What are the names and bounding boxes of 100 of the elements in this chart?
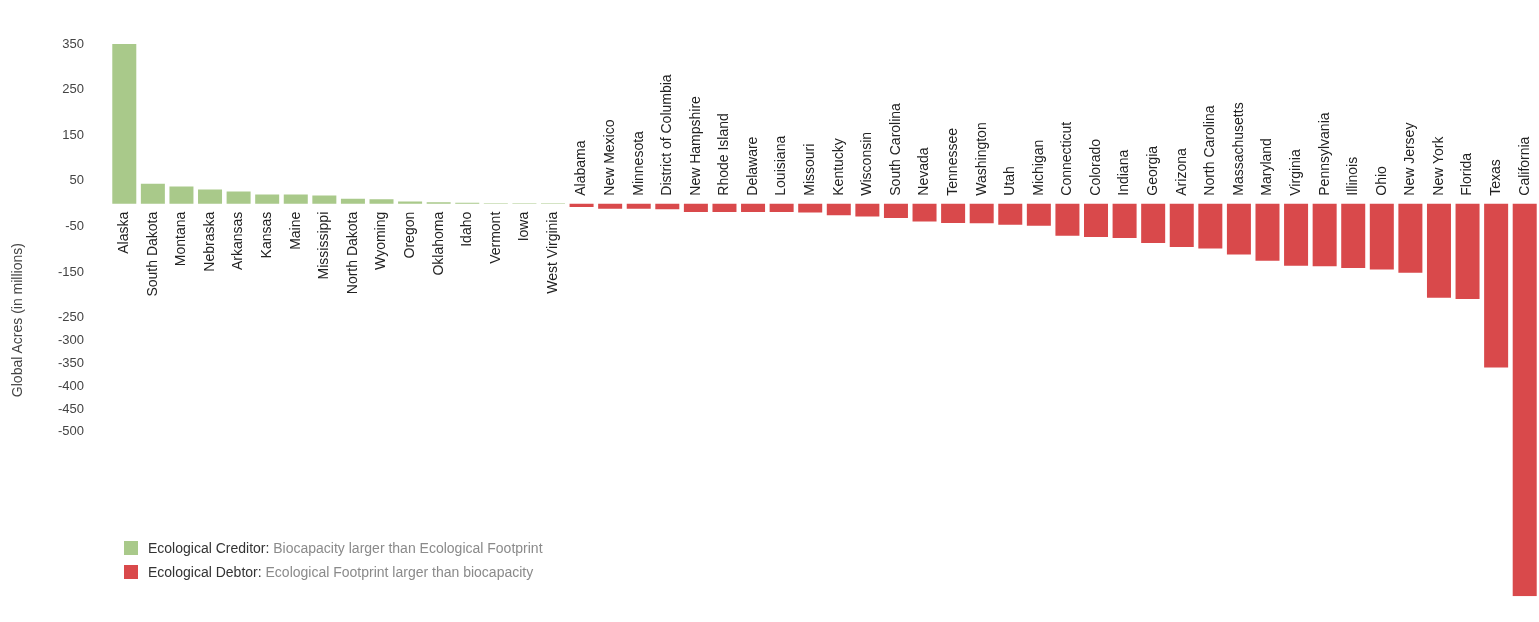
bar [198, 189, 223, 204]
bar [369, 199, 394, 204]
x-tick-label: Rhode Island [715, 113, 732, 196]
x-tick-label: New Hampshire [686, 95, 703, 196]
bar [1398, 203, 1423, 273]
x-tick-label: Wyoming [372, 211, 389, 270]
bar [1455, 203, 1480, 300]
bar [998, 203, 1023, 225]
y-tick-label: 50 [69, 172, 84, 188]
bar [1084, 203, 1109, 238]
x-tick-label: Utah [1001, 166, 1018, 196]
x-tick-label: Nevada [915, 147, 932, 196]
x-tick-label: Louisiana [772, 135, 789, 196]
x-tick-label: Texas [1486, 159, 1503, 196]
x-tick-label: Colorado [1086, 138, 1103, 196]
x-tick-label: Florida [1458, 152, 1475, 196]
x-tick-label: Kansas [258, 211, 275, 259]
bar [340, 198, 365, 204]
y-tick-label: -500 [57, 423, 84, 439]
x-tick-label: Wisconsin [858, 131, 875, 196]
y-tick-label: -50 [65, 218, 84, 234]
x-tick-label: Illinois [1344, 156, 1361, 196]
bar [598, 203, 623, 209]
bar [569, 203, 594, 207]
legend-label: Ecological Debtor: Ecological Footprint larger than biocapacity [148, 563, 534, 582]
x-tick-label: New Mexico [601, 119, 618, 196]
x-tick-label: Virginia [1286, 149, 1303, 196]
y-tick-label: -150 [57, 263, 84, 279]
x-tick-label: New Jersey [1401, 122, 1418, 196]
x-tick-label: Maryland [1258, 138, 1275, 196]
y-tick-label: -300 [57, 332, 84, 348]
x-tick-label: Connecticut [1058, 121, 1075, 196]
bar [855, 203, 880, 217]
x-tick-label: California [1515, 136, 1532, 196]
x-tick-label: Michigan [1029, 139, 1046, 196]
y-tick-label: -350 [57, 355, 84, 371]
bar [1341, 203, 1366, 269]
x-tick-label: North Dakota [343, 211, 360, 295]
bar [226, 191, 251, 204]
bar [1426, 203, 1451, 298]
bar [626, 203, 651, 209]
x-tick-label: Alabama [572, 140, 589, 196]
x-tick-label: South Dakota [143, 211, 160, 297]
bar [1112, 203, 1137, 238]
x-tick-label: West Virginia [543, 211, 560, 294]
x-tick-label: Maine [286, 211, 303, 250]
bar [1484, 203, 1509, 368]
x-tick-label: Nebraska [200, 211, 217, 272]
bar [169, 186, 194, 204]
bar [741, 203, 766, 212]
x-tick-label: Vermont [486, 211, 503, 264]
x-tick-label: Mississippi [315, 211, 332, 280]
bar [255, 194, 280, 204]
x-tick-label: Kentucky [829, 138, 846, 196]
bar [112, 44, 137, 204]
y-tick-label: 350 [62, 35, 84, 51]
bar [712, 203, 737, 212]
y-tick-label: -450 [57, 400, 84, 416]
bar [1141, 203, 1166, 243]
bar [1369, 203, 1394, 270]
x-tick-label: Oregon [400, 211, 417, 259]
bar [1169, 203, 1194, 248]
x-tick-label: Pennsylvania [1315, 112, 1332, 196]
bar [312, 195, 337, 204]
bar [1284, 203, 1309, 266]
bar [912, 203, 937, 222]
x-tick-label: Minnesota [629, 130, 646, 196]
x-tick-label: Alaska [115, 211, 132, 254]
x-tick-label: Arizona [1172, 148, 1189, 196]
x-tick-label: Montana [172, 211, 189, 267]
bar [1055, 203, 1080, 236]
bar [769, 203, 794, 212]
x-tick-label: Ohio [1372, 165, 1389, 196]
bar [1198, 203, 1223, 249]
bar [398, 201, 423, 204]
bar [1255, 203, 1280, 261]
bar [683, 203, 708, 212]
x-tick-label: Arkansas [229, 211, 246, 271]
y-tick-label: 250 [62, 81, 84, 97]
y-axis-title: Global Acres (in millions) [9, 243, 26, 398]
bar [1312, 203, 1337, 267]
bar [1026, 203, 1051, 226]
y-tick-label: -400 [57, 377, 84, 393]
bar [826, 203, 851, 216]
bar [883, 203, 908, 218]
x-tick-label: Georgia [1144, 145, 1161, 196]
x-tick-label: Delaware [743, 136, 760, 196]
x-tick-label: District of Columbia [658, 74, 675, 196]
bar [655, 203, 680, 210]
x-tick-label: Indiana [1115, 149, 1132, 196]
bar [283, 194, 308, 204]
y-tick-label: 150 [62, 126, 84, 142]
bar [1512, 203, 1537, 597]
x-tick-label: New York [1429, 135, 1446, 196]
x-tick-label: Iowa [515, 211, 532, 242]
x-tick-label: Oklahoma [429, 211, 446, 276]
bar [798, 203, 823, 213]
x-tick-label: Massachusetts [1229, 102, 1246, 196]
x-tick-label: Idaho [458, 211, 475, 247]
x-tick-label: Missouri [801, 143, 818, 196]
